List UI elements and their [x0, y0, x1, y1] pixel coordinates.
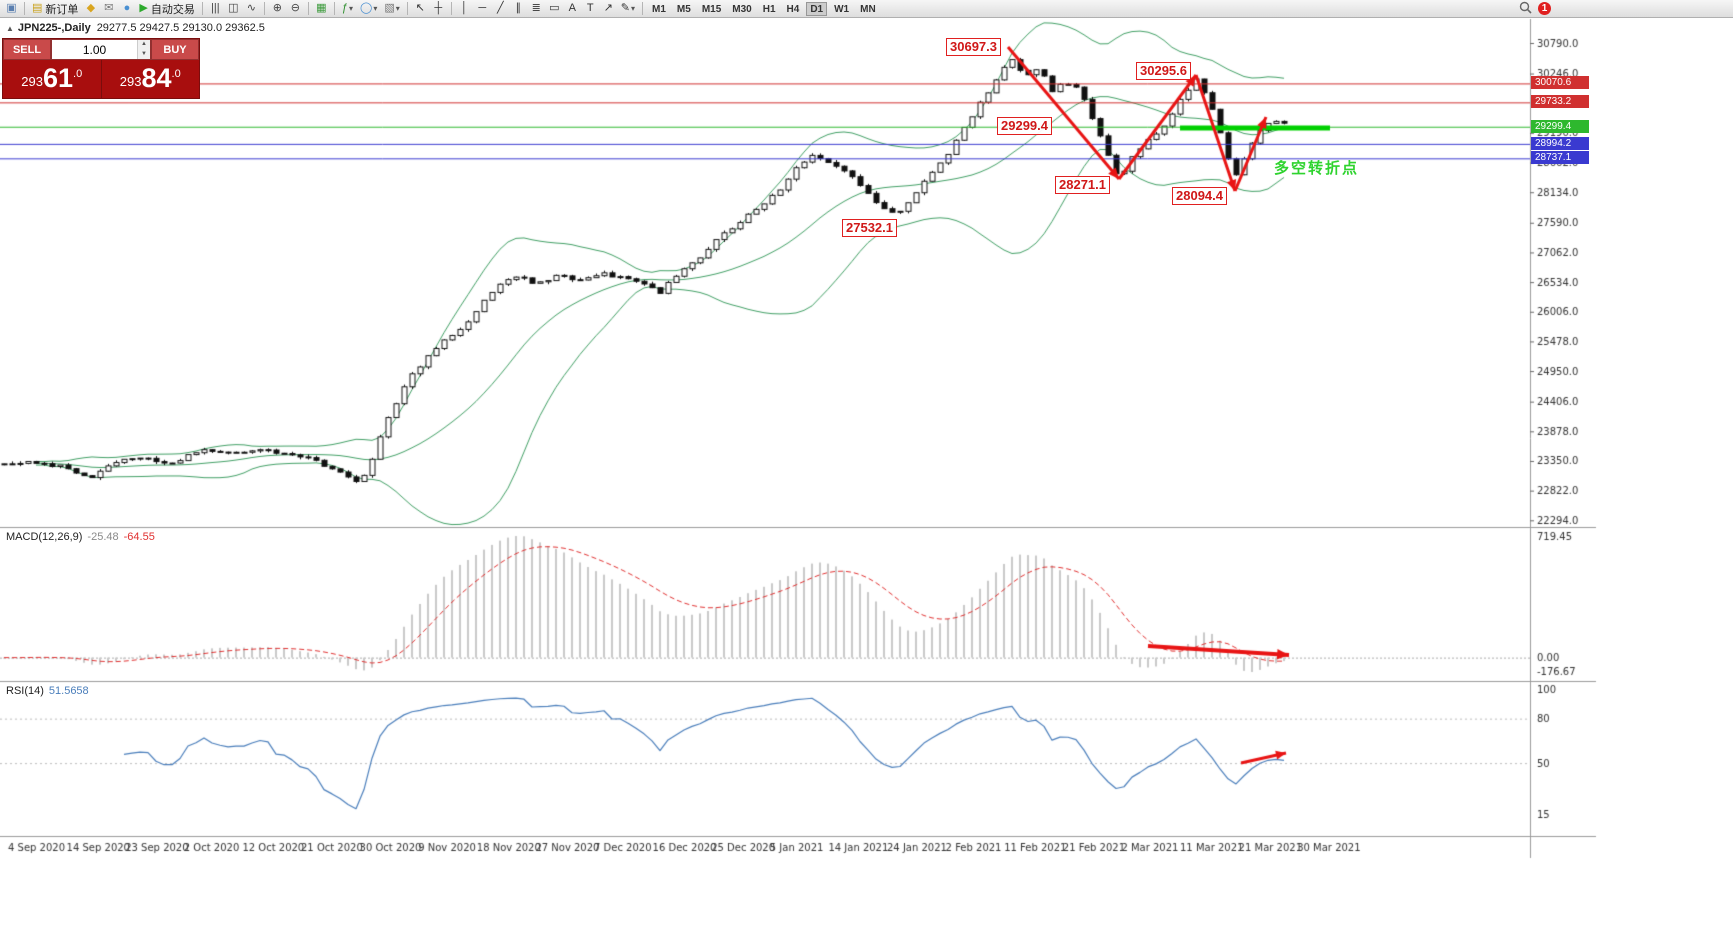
candlestick-chart-icon[interactable]: ◫: [226, 1, 241, 16]
timeframe-m15[interactable]: M15: [698, 2, 725, 16]
label-icon: T: [586, 2, 594, 14]
chevron-down-icon: ▾: [395, 4, 400, 13]
chevron-down-icon: ▾: [349, 4, 354, 13]
toolbar-right: 1: [1519, 1, 1551, 17]
toolbar-separator: [24, 2, 25, 15]
zoom-out-icon: ⊖: [290, 2, 300, 14]
vertical-line-icon: │: [460, 2, 468, 14]
line-chart-icon[interactable]: ∿: [244, 1, 259, 16]
trendline-icon: ╱: [496, 2, 504, 14]
volume-down-icon[interactable]: ▼: [138, 49, 150, 59]
toolbar-separator: [263, 2, 265, 15]
buy-price-value: 293: [119, 74, 142, 89]
toolbar-separator: [333, 2, 335, 15]
autotrading-button[interactable]: ▶ 自动交易: [137, 1, 196, 16]
diamond-icon[interactable]: ◆: [83, 1, 98, 16]
new-order-button: ▤: [32, 2, 43, 14]
indicators-dropdown: ƒ: [341, 2, 348, 14]
price-divider: [100, 60, 102, 98]
new-order-button[interactable]: ▤ 新订单: [30, 1, 80, 16]
objects-dropdown: ◯: [360, 2, 373, 14]
crosshair-icon[interactable]: ┼: [431, 1, 446, 16]
toolbar-separator: [642, 2, 643, 15]
buy-button[interactable]: BUY: [151, 39, 199, 60]
chevron-down-icon: ▾: [373, 4, 378, 13]
autotrading-button-label: 自动交易: [150, 3, 195, 16]
zoom-in-icon[interactable]: ⊕: [270, 1, 285, 16]
toolbar-separator: [307, 2, 309, 15]
channel-icon: ∥: [515, 2, 522, 14]
shapes-icon: ▭: [549, 2, 560, 14]
fibonacci-icon[interactable]: ≣: [529, 1, 544, 16]
cursor-icon: ↖: [415, 2, 425, 14]
timeframe-m1[interactable]: M1: [648, 2, 670, 16]
objects-dropdown[interactable]: ◯ ▾: [358, 1, 379, 16]
sell-button[interactable]: SELL: [3, 39, 51, 60]
zoom-in-icon: ⊕: [272, 2, 282, 14]
timeframe-w1[interactable]: W1: [830, 2, 853, 16]
toolbar: ▣ ▤ 新订单 ◆ ✉ ● ▶ 自动交易 ||| ◫ ∿ ⊕ ⊖ ▦ ƒ ▾ ◯ ▾ ▧ ▾ ↖ ┼ │ ─ ╱ ∥ ≣ ▭ A T ↗ ✎ ▾…: [0, 0, 1733, 18]
mailbox-icon[interactable]: ✉: [101, 1, 116, 16]
chart-canvas[interactable]: [0, 18, 1733, 944]
line-chart-icon: ∿: [246, 2, 256, 14]
vertical-line-icon[interactable]: │: [457, 1, 472, 16]
cursor-icon[interactable]: ↖: [413, 1, 428, 16]
horizontal-line-icon[interactable]: ─: [475, 1, 490, 16]
volume-up-icon[interactable]: ▲: [138, 40, 150, 50]
crosshair-icon: ┼: [434, 2, 443, 14]
arrow-tool-icon: ↗: [603, 2, 613, 14]
bar-chart-icon: |||: [211, 2, 220, 14]
indicators-dropdown[interactable]: ƒ ▾: [340, 1, 355, 16]
mailbox-icon: ✉: [104, 2, 114, 14]
timeframe-h4[interactable]: H4: [783, 2, 804, 16]
sell-price-value: 293: [21, 74, 43, 89]
chevron-down-icon: ▾: [630, 4, 635, 13]
zoom-out-icon[interactable]: ⊖: [288, 1, 303, 16]
timeframe-h1[interactable]: H1: [759, 2, 780, 16]
buy-price-value: 84: [141, 63, 172, 93]
tile-windows-icon[interactable]: ▦: [314, 1, 329, 16]
chart-window-icon: ▣: [6, 2, 17, 14]
sell-price[interactable]: 293 61.0: [3, 60, 101, 98]
sell-price-value: 61: [42, 63, 74, 93]
channel-icon[interactable]: ∥: [511, 1, 526, 16]
toolbar-separator: [406, 2, 408, 15]
label-icon[interactable]: T: [583, 1, 598, 16]
diamond-icon: ◆: [86, 2, 96, 14]
timeframe-d1[interactable]: D1: [806, 1, 828, 16]
text-icon[interactable]: A: [565, 1, 580, 16]
horizontal-line-icon: ─: [478, 2, 487, 14]
notification-badge[interactable]: 1: [1538, 2, 1551, 15]
volume-input[interactable]: [52, 40, 137, 59]
sell-price-value: .0: [73, 68, 83, 80]
templates-dropdown: ▧: [384, 2, 395, 14]
tile-windows-icon: ▦: [316, 2, 327, 14]
text-icon: A: [568, 2, 576, 14]
timeframe-mn[interactable]: MN: [856, 2, 880, 16]
shapes-icon[interactable]: ▭: [547, 1, 562, 16]
candlestick-chart-icon: ◫: [228, 2, 239, 14]
bar-chart-icon[interactable]: |||: [208, 1, 223, 16]
toolbar-separator: [201, 2, 203, 15]
pencil-icon: ✎: [620, 2, 630, 14]
timeframe-m5[interactable]: M5: [673, 2, 695, 16]
chart-window-icon[interactable]: ▣: [4, 1, 19, 16]
fibonacci-icon: ≣: [531, 2, 541, 14]
trendline-icon[interactable]: ╱: [493, 1, 508, 16]
pencil-icon[interactable]: ✎ ▾: [619, 1, 637, 16]
new-order-button-label: 新订单: [45, 3, 79, 16]
buy-price[interactable]: 293 84.0: [102, 60, 200, 98]
timeframe-m30[interactable]: M30: [728, 2, 755, 16]
volume-field: ▲ ▼: [51, 39, 151, 60]
community-icon[interactable]: ●: [119, 1, 134, 16]
toolbar-separator: [450, 2, 452, 15]
buy-price-value: .0: [171, 68, 181, 80]
search-icon[interactable]: [1519, 1, 1532, 17]
autotrading-button: ▶: [139, 2, 148, 14]
community-icon: ●: [123, 2, 131, 14]
arrow-tool-icon[interactable]: ↗: [601, 1, 616, 16]
templates-dropdown[interactable]: ▧ ▾: [382, 1, 401, 16]
